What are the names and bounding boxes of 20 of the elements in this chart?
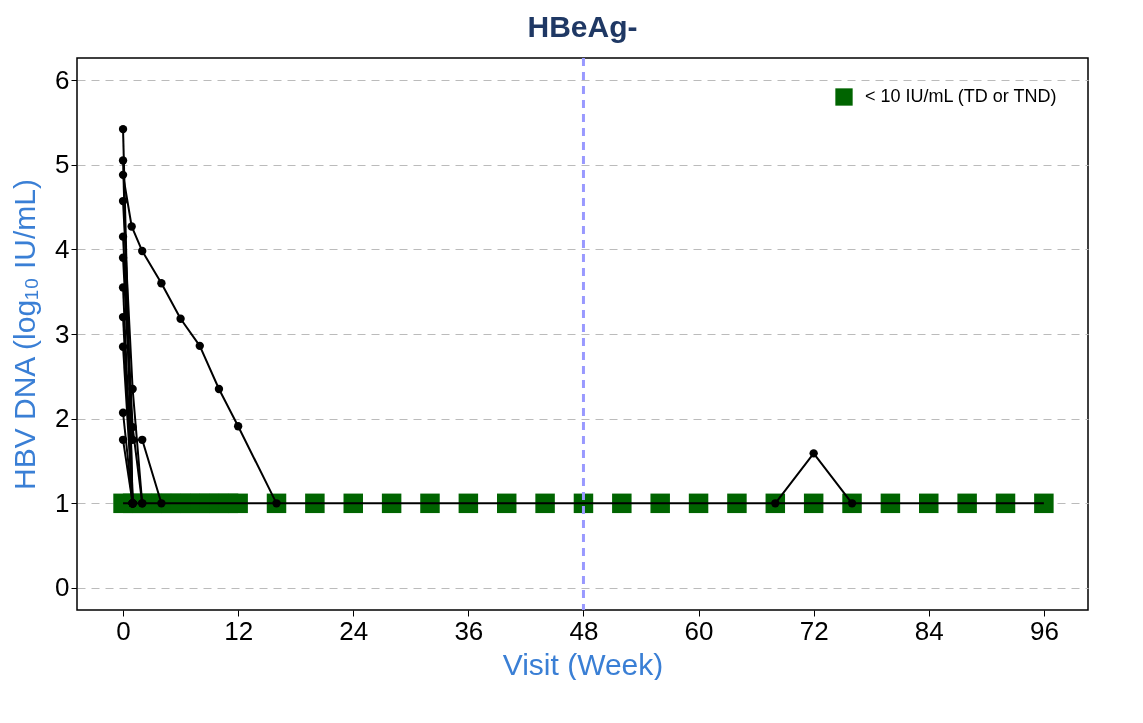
x-tick-label: 36 [454,615,484,646]
y-tick-label: 4 [55,233,70,264]
y-tick-label: 1 [55,487,70,518]
x-tick-label: 48 [569,615,599,646]
legend-label: < 10 IU/mL (TD or TND) [865,86,1057,106]
x-tick-label: 60 [684,615,714,646]
y-axis-title: HBV DNA (log₁₀ IU/mL) [8,179,42,490]
y-tick-label: 6 [55,64,70,95]
x-tick-label: 24 [339,615,369,646]
y-tick-label: 3 [55,318,70,349]
y-tick-label: 0 [55,572,70,603]
chart-title: HBeAg- [527,9,638,43]
y-tick-label: 5 [55,149,70,180]
x-tick-label: 84 [914,615,944,646]
x-tick-label: 96 [1029,615,1059,646]
x-tick-label: 0 [116,615,131,646]
x-tick-label: 72 [799,615,829,646]
x-axis-title: Visit (Week) [502,647,664,681]
x-tick-label: 12 [224,615,254,646]
y-tick-label: 2 [55,403,70,434]
